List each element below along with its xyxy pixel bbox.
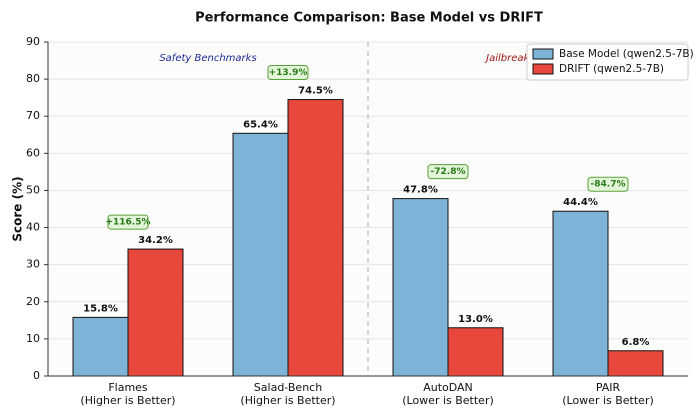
y-tick-label: 30 bbox=[26, 258, 40, 271]
x-tick-label: (Lower is Better) bbox=[562, 394, 654, 407]
annotation-box bbox=[587, 176, 629, 192]
y-tick-label: 50 bbox=[26, 183, 40, 196]
bar bbox=[447, 327, 504, 377]
y-axis-label: Score (%) bbox=[11, 176, 25, 241]
bar bbox=[552, 210, 609, 377]
value-label: 74.5% bbox=[298, 86, 333, 97]
x-tick-label: Flames bbox=[108, 381, 148, 394]
y-tick-label: 70 bbox=[26, 109, 40, 122]
chart-title: Performance Comparison: Base Model vs DR… bbox=[195, 11, 543, 26]
annotation-box bbox=[267, 65, 309, 81]
bar bbox=[607, 350, 664, 377]
annotation: +116.5% bbox=[105, 218, 150, 228]
y-tick-label: 80 bbox=[26, 72, 40, 85]
bar bbox=[127, 248, 184, 377]
bar bbox=[232, 132, 289, 377]
bar bbox=[287, 99, 344, 377]
legend-swatch bbox=[532, 48, 554, 60]
value-label: 15.8% bbox=[83, 303, 118, 314]
legend-label: Base Model (qwen2.5-7B) bbox=[559, 48, 694, 60]
value-label: 47.8% bbox=[403, 185, 438, 196]
annotation-box bbox=[107, 214, 149, 230]
value-label: 65.4% bbox=[243, 119, 278, 130]
value-label: 34.2% bbox=[138, 235, 173, 246]
value-label: 13.0% bbox=[458, 314, 493, 325]
x-tick-label: AutoDAN bbox=[423, 381, 473, 394]
x-tick-label: Salad-Bench bbox=[254, 381, 322, 394]
y-tick-label: 40 bbox=[26, 221, 40, 234]
value-label: 44.4% bbox=[563, 197, 598, 208]
legend-label: DRIFT (qwen2.5-7B) bbox=[559, 63, 664, 75]
y-tick-label: 60 bbox=[26, 146, 40, 159]
x-tick-label: (Higher is Better) bbox=[240, 394, 335, 407]
x-tick-label: (Higher is Better) bbox=[80, 394, 175, 407]
annotation: -84.7% bbox=[591, 180, 626, 190]
legend-box bbox=[526, 43, 689, 81]
x-tick-label: PAIR bbox=[596, 381, 621, 394]
value-label: 6.8% bbox=[622, 337, 650, 348]
x-tick-label: (Lower is Better) bbox=[402, 394, 494, 407]
y-tick-label: 20 bbox=[26, 295, 40, 308]
annotation: +13.9% bbox=[269, 68, 308, 78]
y-tick-label: 90 bbox=[26, 35, 40, 48]
annotation: -72.8% bbox=[431, 167, 466, 177]
section-label: Safety Benchmarks bbox=[159, 53, 256, 64]
legend-swatch bbox=[532, 63, 554, 75]
y-tick-label: 0 bbox=[33, 369, 40, 382]
bar bbox=[72, 316, 129, 377]
bar bbox=[392, 198, 449, 377]
y-tick-label: 10 bbox=[26, 332, 40, 345]
annotation-box bbox=[427, 164, 469, 180]
